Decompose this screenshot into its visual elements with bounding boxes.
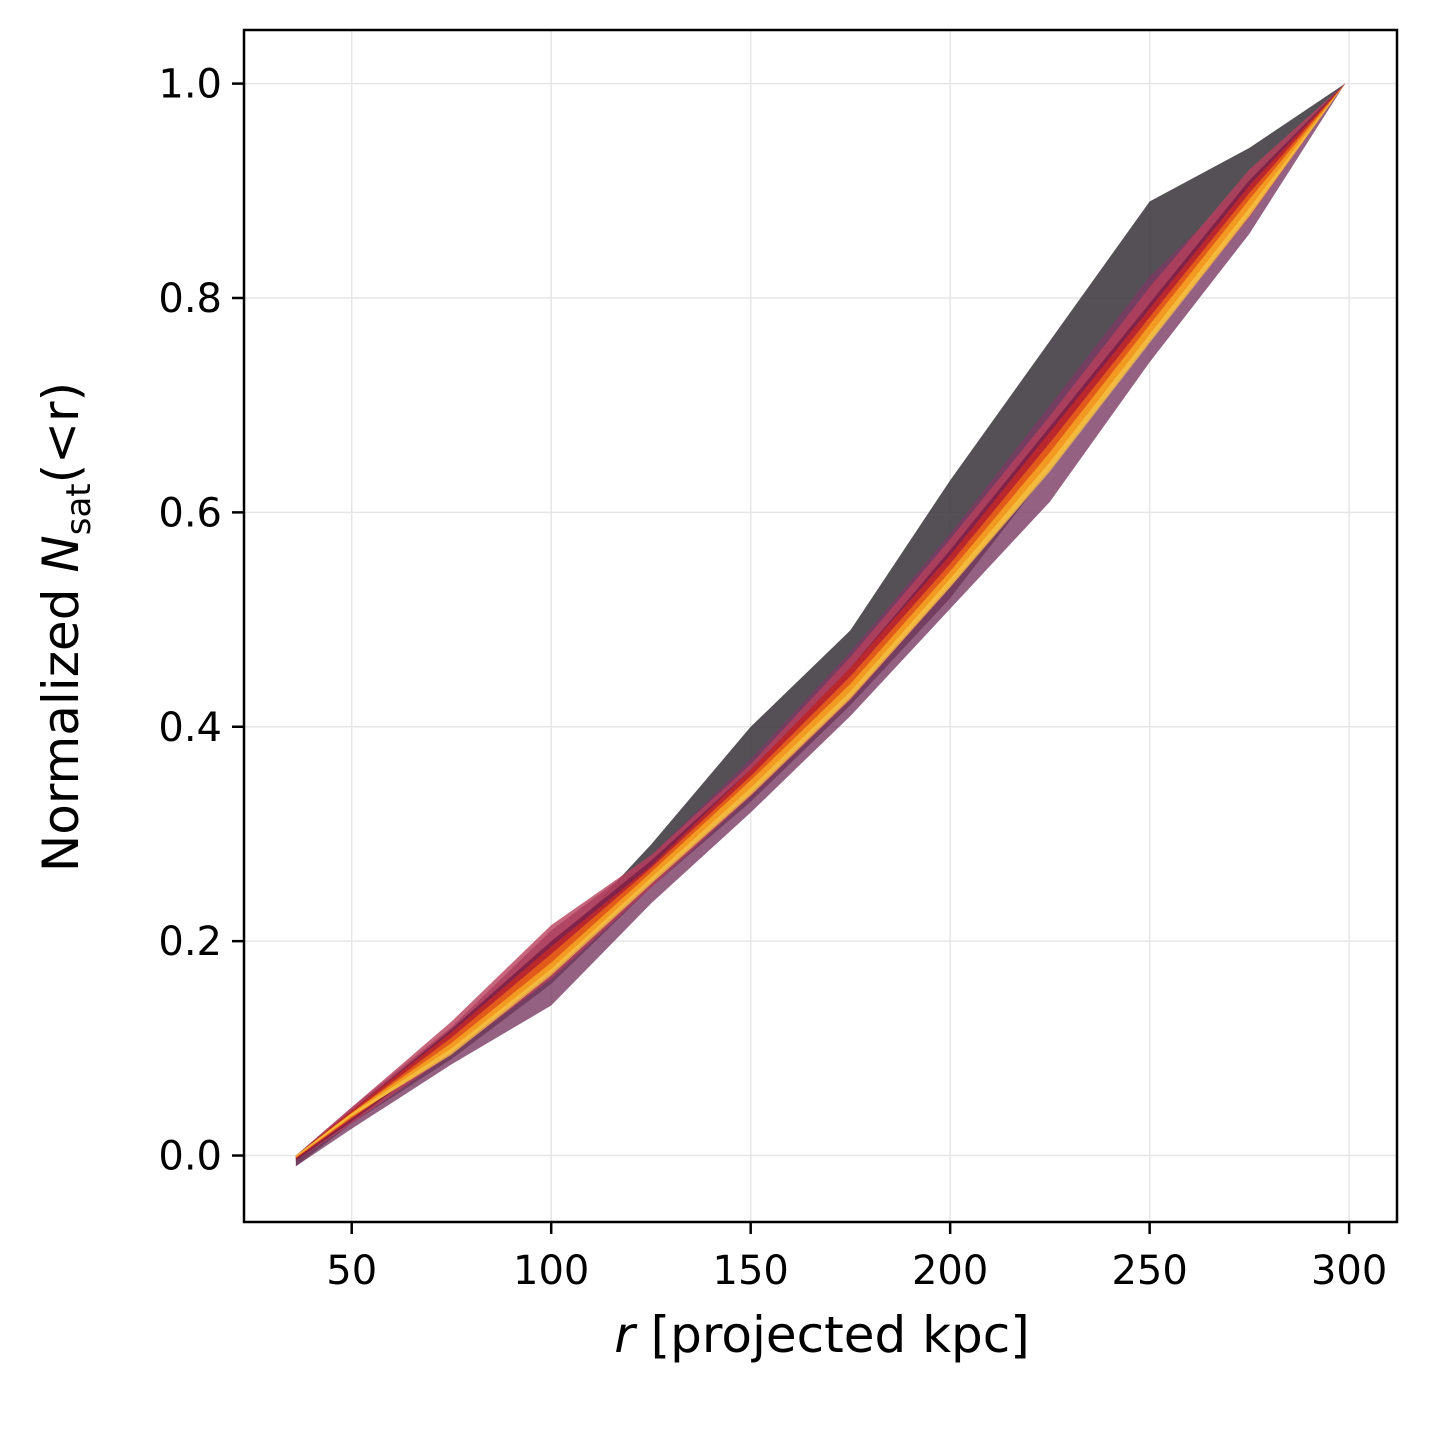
y-tick-label: 1.0 xyxy=(158,62,222,108)
x-tick-label: 100 xyxy=(513,1248,589,1294)
x-tick-label: 150 xyxy=(713,1248,789,1294)
y-tick-label: 0.8 xyxy=(158,276,222,322)
series-bands xyxy=(295,83,1346,1167)
ticks: 50 100 150 200 250 300 0.0 0.2 0.4 0.6 0.8 1.0 xyxy=(158,62,1387,1294)
x-tick-label: 250 xyxy=(1111,1248,1187,1294)
y-tick-label: 0.2 xyxy=(158,919,222,965)
x-tick-label: 50 xyxy=(326,1248,377,1294)
y-tick-label: 0.6 xyxy=(158,490,222,536)
y-tick-label: 0.4 xyxy=(158,705,222,751)
x-tick-label: 300 xyxy=(1311,1248,1387,1294)
y-tick-label: 0.0 xyxy=(158,1134,222,1180)
series-band-2 xyxy=(295,83,1346,1161)
x-tick-label: 200 xyxy=(912,1248,988,1294)
grid xyxy=(244,30,1397,1222)
axes xyxy=(242,28,1399,1224)
series-band-0 xyxy=(295,83,1346,1167)
x-axis-label: r [projected kpc] xyxy=(614,1306,1030,1364)
y-axis-label: Normalized Nsat(<r) xyxy=(32,382,99,872)
plot-frame xyxy=(242,28,1399,1224)
